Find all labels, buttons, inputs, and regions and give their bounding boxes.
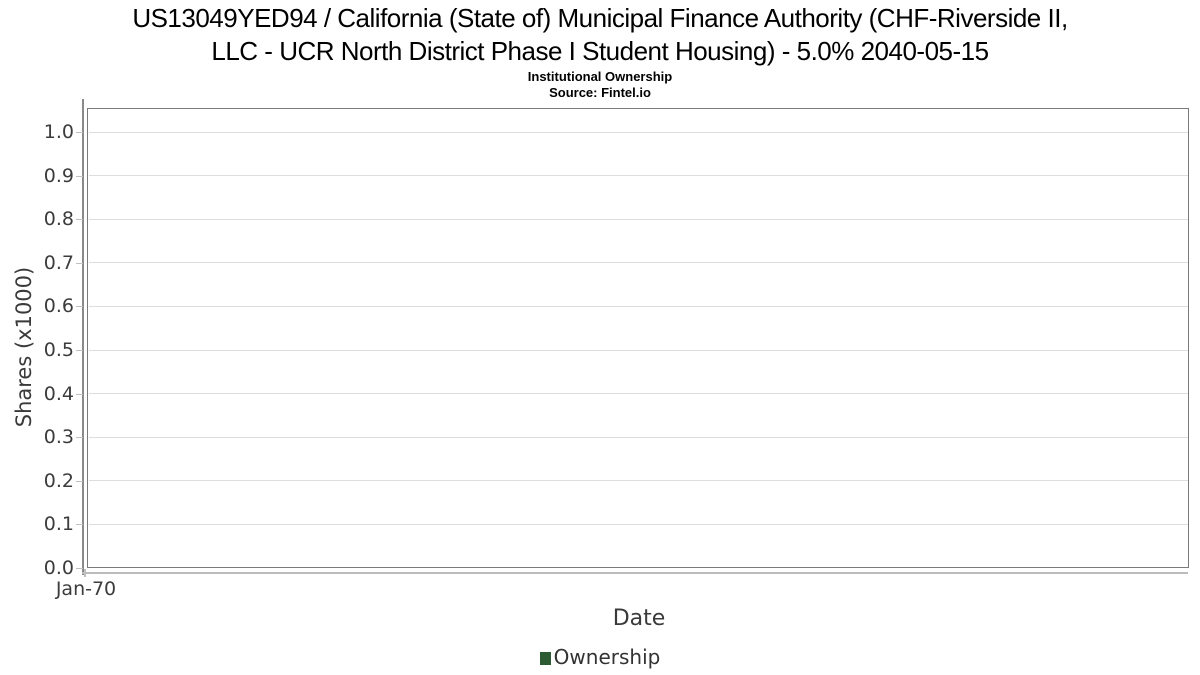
y-axis-line <box>82 99 84 575</box>
y-tick-mark <box>76 524 83 526</box>
gridline <box>89 436 1188 438</box>
x-tick-mark <box>84 569 86 577</box>
y-tick-label: 0.6 <box>43 295 74 318</box>
x-tick-label: Jan-70 <box>55 578 117 600</box>
gridline <box>89 349 1188 351</box>
chart-title-line1: US13049YED94 / California (State of) Mun… <box>132 3 1068 33</box>
gridline <box>89 393 1188 395</box>
gridline <box>89 218 1188 220</box>
y-tick-label: 1.0 <box>43 121 74 143</box>
y-tick-label: 0.9 <box>43 164 74 187</box>
y-tick-label: 0.0 <box>43 557 74 579</box>
y-tick-mark <box>76 480 83 482</box>
y-tick-mark <box>76 568 83 569</box>
chart-title: US13049YED94 / California (State of) Mun… <box>0 2 1200 68</box>
y-tick-label: 0.5 <box>43 339 74 361</box>
y-tick-label: 0.3 <box>43 426 74 449</box>
chart-source-credit: Source: Fintel.io <box>549 85 651 100</box>
chart-title-line2: LLC - UCR North District Phase I Student… <box>211 36 989 66</box>
y-tick-label: 0.2 <box>43 469 74 492</box>
gridline <box>89 175 1188 177</box>
y-tick-label: 0.1 <box>43 513 74 536</box>
y-tick-label: 0.4 <box>43 382 74 405</box>
legend-label: Ownership <box>553 645 661 669</box>
y-tick-mark <box>76 132 83 133</box>
x-axis-line <box>82 572 1188 574</box>
gridline <box>89 523 1188 525</box>
y-tick-mark <box>76 437 83 439</box>
y-tick-mark <box>76 393 83 395</box>
gridline <box>89 305 1188 307</box>
gridline <box>89 480 1188 482</box>
plot-area <box>87 108 1189 568</box>
y-tick-label: 0.7 <box>43 251 74 274</box>
x-axis-title: Date <box>612 606 666 631</box>
y-tick-mark <box>76 350 83 351</box>
legend-item-ownership[interactable]: Ownership <box>0 645 1200 669</box>
y-tick-label: 0.8 <box>43 208 74 231</box>
y-tick-mark <box>76 262 83 264</box>
chart-subtitle: Institutional Ownership <box>527 69 673 84</box>
gridline <box>89 131 1188 133</box>
legend-marker-icon <box>539 651 551 665</box>
y-tick-mark <box>76 306 83 308</box>
y-tick-mark <box>76 175 83 177</box>
gridline <box>89 262 1188 264</box>
y-tick-mark <box>76 219 83 221</box>
